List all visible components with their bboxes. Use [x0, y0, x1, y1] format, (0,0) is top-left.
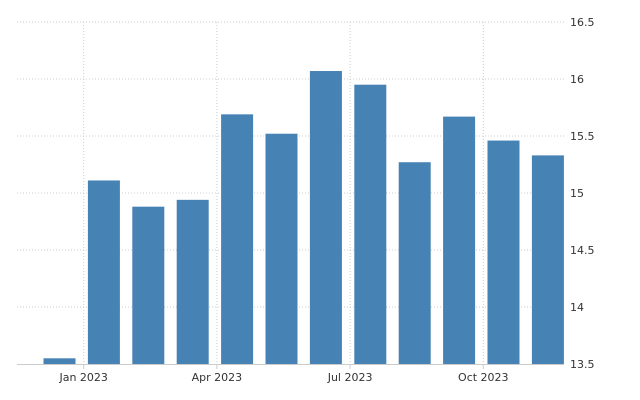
- bar: [43, 358, 76, 364]
- bar: [87, 180, 120, 364]
- x-tick-label: Jul 2023: [327, 371, 373, 384]
- bar: [265, 133, 298, 364]
- bar: [132, 206, 165, 364]
- y-tick-label: 13.5: [570, 358, 595, 371]
- bar: [398, 162, 431, 364]
- y-tick-label: 14: [570, 301, 584, 314]
- bar: [176, 199, 209, 364]
- axes: 13.5 14 14.5 15 15.5 16 16.5 Jan 2023 Apr 2023 Ju…: [17, 16, 595, 384]
- y-tick-label: 16.5: [570, 16, 595, 29]
- x-tick-label: Apr 2023: [192, 371, 243, 384]
- bar: [309, 71, 342, 365]
- bar: [221, 114, 254, 364]
- bar-series: [43, 71, 564, 365]
- y-tick-label: 14.5: [570, 244, 595, 257]
- bar: [354, 84, 387, 364]
- bar: [531, 155, 564, 364]
- y-tick-label: 15: [570, 187, 584, 200]
- y-tick-label: 16: [570, 73, 584, 86]
- bar: [487, 140, 520, 364]
- y-tick-label: 15.5: [570, 130, 595, 143]
- x-tick-label: Oct 2023: [458, 371, 509, 384]
- x-tick-label: Jan 2023: [58, 371, 107, 384]
- bar: [443, 116, 476, 365]
